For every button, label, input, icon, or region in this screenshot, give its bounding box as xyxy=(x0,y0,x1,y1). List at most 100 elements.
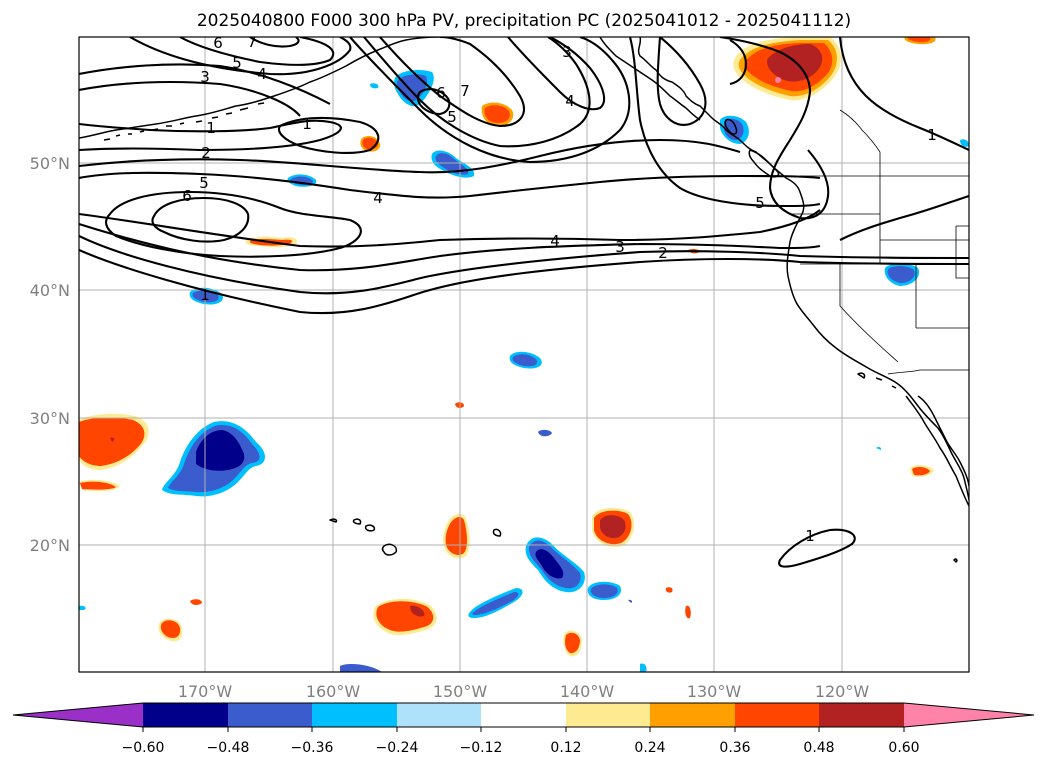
colorbar-tick-label: 0.36 xyxy=(719,740,750,756)
colorbar-tick-label: 0.24 xyxy=(634,740,665,756)
lon-label-150w: 150°W xyxy=(433,682,488,701)
precipitation-anomaly-fields xyxy=(79,37,969,672)
colorbar-swatch xyxy=(228,703,312,727)
pv-contour-line xyxy=(79,235,969,295)
colorbar-extend-right xyxy=(904,703,1034,727)
pv-contour-labels: 6 7 5 4 3 1 2 5 6 1 4 6 7 5 3 4 5 4 3 2 … xyxy=(182,33,937,545)
precip-blob-negative xyxy=(525,537,585,593)
alaska-coastline xyxy=(79,37,441,139)
pv-contour-line xyxy=(151,196,250,243)
contour-label: 6 xyxy=(436,84,446,102)
precip-blob-negative xyxy=(876,446,882,450)
pv-contour-line xyxy=(507,37,606,111)
pv-contour-line xyxy=(79,63,331,117)
lon-label-120w: 120°W xyxy=(815,682,870,701)
precip-blob-positive xyxy=(79,413,149,470)
pv-contour-line xyxy=(79,138,741,174)
figure-title: 2025040800 F000 300 hPa PV, precipitatio… xyxy=(197,11,851,31)
colorbar-swatch xyxy=(566,703,650,727)
contour-label: 5 xyxy=(199,174,209,192)
gulf-of-california-coastline xyxy=(917,395,969,487)
precip-blob-negative xyxy=(538,429,552,437)
precip-blob-negative xyxy=(468,588,523,618)
map-content: 6 7 5 4 3 1 2 5 6 1 4 6 7 5 3 4 5 4 3 2 … xyxy=(79,33,969,672)
contour-label: 4 xyxy=(550,232,560,250)
pv-contour-line xyxy=(729,39,748,86)
pv-contour-line xyxy=(778,528,856,568)
pv-contour-line xyxy=(656,37,707,126)
lon-label-160w: 160°W xyxy=(306,682,361,701)
us-mexico-border xyxy=(887,369,969,375)
pv-contours xyxy=(79,37,969,568)
precip-blob-negative xyxy=(884,263,920,286)
colorbar-swatch xyxy=(481,703,566,727)
lat-label-40n: 40°N xyxy=(30,281,70,300)
contour-label: 4 xyxy=(257,65,267,83)
precip-blob-negative xyxy=(79,83,969,672)
colorbar-tick-label: 0.12 xyxy=(550,740,581,756)
contour-label: 7 xyxy=(247,33,257,51)
colorbar-swatch xyxy=(735,703,819,727)
contour-label: 1 xyxy=(927,126,937,144)
contour-label: 2 xyxy=(658,244,668,262)
california-channel-islands xyxy=(857,372,897,389)
precip-blob-positive xyxy=(904,37,936,45)
precip-blob-negative xyxy=(587,581,622,600)
hawaiian-islands xyxy=(329,518,502,556)
pv-contour-line xyxy=(79,209,821,248)
colorbar-swatch xyxy=(819,703,904,727)
contour-label: 5 xyxy=(447,108,457,126)
contour-label: 1 xyxy=(206,119,216,137)
contour-label: 4 xyxy=(565,92,575,110)
contour-label: 5 xyxy=(232,54,242,72)
precip-blob-positive xyxy=(563,630,582,657)
canada-province-border xyxy=(839,109,881,176)
map-frame xyxy=(78,36,970,673)
pv-contour-line xyxy=(379,37,525,128)
precip-blob-positive xyxy=(360,136,381,152)
political-borders xyxy=(790,109,969,375)
colorbar-tick-label: 0.48 xyxy=(803,740,834,756)
colorbar: −0.60 −0.48 −0.36 −0.24 −0.12 0.12 0.24 … xyxy=(12,702,1035,756)
contour-label: 3 xyxy=(200,68,210,86)
pv-contour-line xyxy=(79,249,969,315)
baja-california-coastline xyxy=(905,395,969,507)
coastlines xyxy=(79,37,969,563)
contour-label: 5 xyxy=(755,194,765,212)
pv-contour-line xyxy=(278,116,380,155)
contour-label: 4 xyxy=(373,189,383,207)
pv-contour-line xyxy=(79,222,821,272)
pv-contour-line xyxy=(105,190,362,258)
colorbar-tick-label: 0.60 xyxy=(888,740,919,756)
lon-label-170w: 170°W xyxy=(178,682,233,701)
colorbar-swatch xyxy=(650,703,735,727)
colorbar-extend-left xyxy=(13,703,143,727)
colorbar-tick-label: −0.60 xyxy=(122,740,165,756)
pv-contour-line xyxy=(79,119,342,152)
precip-blob-positive xyxy=(910,465,934,477)
lat-label-50n: 50°N xyxy=(30,154,70,173)
colorbar-tick-label: −0.36 xyxy=(291,740,334,756)
lon-label-130w: 130°W xyxy=(687,682,742,701)
colorbar-tick-label: −0.24 xyxy=(376,740,419,756)
lat-label-30n: 30°N xyxy=(30,409,70,428)
lon-label-140w: 140°W xyxy=(560,682,615,701)
southeast-alaska-coastline xyxy=(599,37,701,121)
colorbar-tick-label: −0.12 xyxy=(460,740,503,756)
pv-contour-line xyxy=(838,37,969,151)
colorbar-ticks xyxy=(142,727,905,732)
precip-blob-negative xyxy=(509,351,542,369)
contour-label: 6 xyxy=(182,187,192,205)
pv-contour-line xyxy=(628,37,821,208)
precip-blob-positive xyxy=(79,479,120,492)
precip-blob-negative xyxy=(720,115,749,144)
colorbar-swatch xyxy=(312,703,397,727)
colorbar-swatch xyxy=(143,703,228,727)
precip-blob-positive xyxy=(158,618,183,642)
contour-label: 1 xyxy=(805,527,815,545)
pv-contour-line xyxy=(839,194,969,241)
north-america-coastline xyxy=(637,37,969,501)
pv-contour-line xyxy=(129,37,352,76)
pv-contour-line xyxy=(79,171,821,199)
